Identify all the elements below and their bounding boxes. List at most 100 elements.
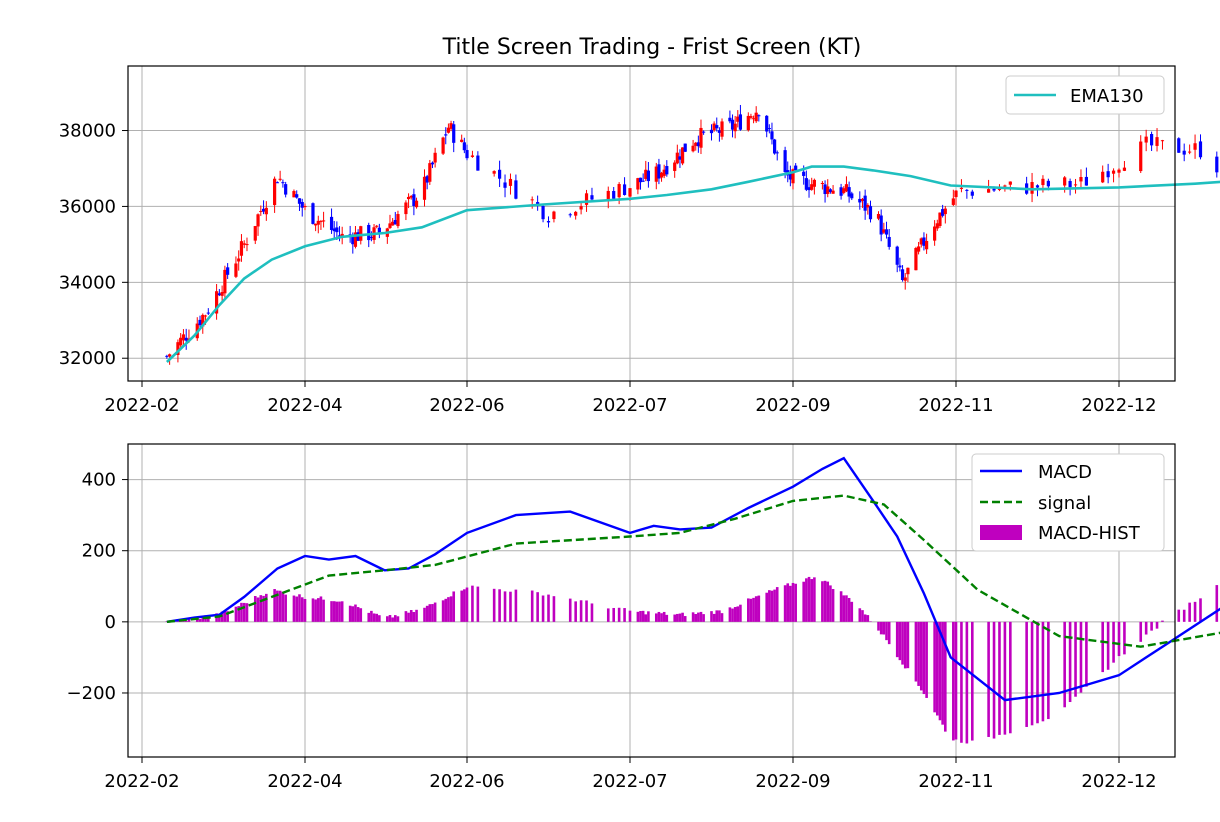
- hist-bar: [966, 622, 969, 744]
- candle-body: [1047, 181, 1050, 186]
- hist-bar: [254, 596, 257, 622]
- hist-bar: [444, 599, 447, 622]
- hist-bar: [1063, 622, 1066, 707]
- candle-body: [259, 211, 262, 212]
- hist-bar: [1080, 622, 1083, 693]
- candle-body: [898, 266, 901, 268]
- hist-bar: [580, 600, 583, 622]
- hist-bar: [320, 596, 323, 621]
- hist-bar: [452, 591, 455, 621]
- candle-body: [234, 263, 237, 276]
- price-xtick-label: 2022-02: [104, 395, 179, 416]
- hist-bar: [423, 608, 426, 622]
- candle-body: [311, 203, 314, 224]
- hist-bar: [647, 611, 650, 622]
- hist-bar: [463, 589, 466, 622]
- candle-body: [590, 195, 593, 199]
- candle-body: [580, 206, 583, 209]
- hist-bar: [660, 613, 663, 622]
- candle-body: [1003, 185, 1006, 186]
- hist-bar: [736, 606, 739, 621]
- hist-bar: [618, 608, 621, 622]
- candle-body: [1177, 138, 1180, 153]
- hist-bar: [574, 601, 577, 621]
- candle-body: [1145, 137, 1148, 143]
- hist-bar: [338, 602, 341, 622]
- candle-body: [471, 155, 474, 157]
- hist-bar: [284, 595, 287, 622]
- hist-bar: [591, 603, 594, 621]
- price-xtick-label: 2022-12: [1081, 395, 1156, 416]
- candle-body: [917, 246, 920, 251]
- hist-bar: [702, 614, 705, 622]
- hist-bar: [739, 605, 742, 622]
- candle-body: [256, 214, 259, 226]
- hist-bar: [960, 622, 963, 743]
- hist-bar: [729, 607, 732, 621]
- candle-body: [254, 226, 257, 241]
- candle-body: [1036, 185, 1039, 187]
- candle-body: [864, 196, 867, 211]
- candle-body: [1161, 140, 1164, 141]
- candle-body: [944, 209, 947, 215]
- hist-bar: [426, 606, 429, 622]
- hist-bar: [246, 603, 249, 622]
- hist-bar: [883, 622, 886, 635]
- hist-bar: [386, 616, 389, 622]
- hist-bar: [923, 622, 926, 694]
- hist-bar: [623, 608, 626, 622]
- candle-body: [618, 184, 621, 197]
- candle-body: [647, 171, 650, 181]
- candle-body: [1112, 171, 1115, 174]
- candle-body: [569, 214, 572, 215]
- hist-bar: [357, 607, 360, 622]
- candle-body: [1199, 141, 1202, 157]
- candle-body: [1079, 177, 1082, 181]
- candle-body: [831, 191, 834, 194]
- hist-bar: [322, 600, 325, 622]
- candle-body: [431, 163, 434, 165]
- hist-bar: [786, 583, 789, 621]
- candle-body: [182, 334, 185, 340]
- hist-bar: [394, 615, 397, 622]
- hist-bar: [1042, 622, 1045, 721]
- candle-body: [335, 227, 338, 232]
- candle-body: [1074, 184, 1077, 185]
- candle-body: [240, 241, 243, 256]
- candle-body: [265, 208, 268, 214]
- hist-bar: [391, 617, 394, 621]
- hist-bar: [810, 579, 813, 622]
- candle-body: [198, 320, 201, 325]
- hist-bar: [405, 611, 408, 622]
- hist-bar: [333, 601, 336, 622]
- hist-bar: [715, 610, 718, 621]
- candle-body: [284, 184, 287, 194]
- candle-body: [1030, 182, 1033, 194]
- hist-bar: [1118, 622, 1121, 656]
- hist-bar: [359, 608, 362, 622]
- candle-body: [245, 244, 248, 245]
- candle-body: [987, 189, 990, 193]
- candle-body: [691, 146, 694, 152]
- hist-bar: [493, 589, 496, 622]
- candle-body: [802, 172, 805, 176]
- hist-bar: [257, 597, 260, 621]
- hist-bar: [805, 578, 808, 622]
- hist-bar: [1101, 622, 1104, 672]
- hist-bar: [370, 611, 373, 622]
- hist-bar: [713, 614, 716, 622]
- hist-bar: [824, 581, 827, 622]
- hist-bar: [794, 584, 797, 622]
- hist-bar: [1216, 585, 1219, 622]
- candle-body: [933, 227, 936, 241]
- hist-bar: [896, 622, 899, 657]
- hist-bar: [850, 602, 853, 622]
- candle-body: [463, 142, 466, 150]
- hist-bar: [861, 610, 864, 622]
- candle-body: [888, 237, 891, 247]
- hist-bar: [658, 612, 661, 622]
- hist-bar: [829, 585, 832, 621]
- hist-bar: [840, 591, 843, 622]
- hist-bar: [880, 622, 883, 635]
- hist-bar: [731, 609, 734, 622]
